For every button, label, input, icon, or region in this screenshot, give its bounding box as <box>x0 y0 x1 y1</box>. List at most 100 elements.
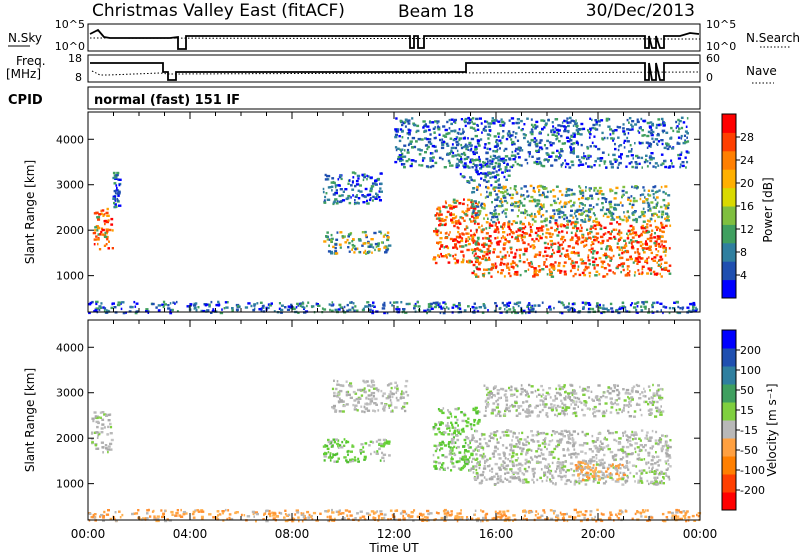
scatter-cell <box>597 197 600 201</box>
scatter-cell <box>649 236 653 240</box>
scatter-cell <box>362 242 366 245</box>
scatter-cell <box>684 139 687 142</box>
scatter-cell <box>657 226 660 230</box>
scatter-cell <box>624 306 627 309</box>
scatter-cell <box>580 143 583 147</box>
scatter-cell <box>686 132 689 135</box>
scatter-cell <box>445 245 448 248</box>
scatter-cell <box>651 257 654 261</box>
scatter-cell <box>454 407 458 411</box>
scatter-cell <box>463 119 466 122</box>
scatter-cell <box>641 129 644 132</box>
scatter-cell <box>508 301 512 304</box>
scatter-cell <box>661 434 664 437</box>
scatter-cell <box>519 234 524 237</box>
scatter-cell <box>349 450 353 453</box>
scatter-cell <box>330 239 333 242</box>
scatter-cell <box>572 142 576 145</box>
scatter-cell <box>644 226 647 229</box>
scatter-cell <box>532 125 535 128</box>
scatter-cell <box>377 177 380 181</box>
scatter-cell <box>621 204 624 207</box>
scatter-cell <box>513 273 516 276</box>
scatter-cell <box>481 434 483 437</box>
scatter-cell <box>462 164 465 167</box>
scatter-cell <box>604 396 608 399</box>
scatter-cell <box>557 457 560 461</box>
scatter-cell <box>621 218 625 222</box>
scatter-cell <box>677 305 680 309</box>
scatter-cell <box>466 204 469 207</box>
scatter-cell <box>550 263 553 266</box>
scatter-cell <box>570 403 572 406</box>
colorbar-tick-label: 12 <box>740 223 754 236</box>
scatter-cell <box>332 407 336 410</box>
scatter-cell <box>466 450 470 453</box>
scatter-cell <box>487 165 491 168</box>
scatter-cell <box>666 446 670 450</box>
scatter-cell <box>621 449 625 453</box>
scatter-cell <box>404 149 406 152</box>
scatter-cell <box>444 218 447 222</box>
scatter-cell <box>596 302 599 305</box>
scatter-cell <box>630 229 634 232</box>
scatter-cell <box>463 157 466 161</box>
scatter-cell <box>559 440 563 443</box>
scatter-cell <box>372 195 375 199</box>
scatter-cell <box>468 260 472 263</box>
scatter-cell <box>500 269 504 272</box>
scatter-cell <box>422 126 425 129</box>
scatter-cell <box>615 186 619 190</box>
scatter-cell <box>595 270 599 273</box>
scatter-cell <box>521 239 524 242</box>
scatter-cell <box>484 442 488 445</box>
scatter-cell <box>101 411 105 414</box>
scatter-cell <box>341 199 346 202</box>
scatter-cell <box>407 143 410 147</box>
scatter-cell <box>583 220 587 223</box>
scatter-cell <box>664 212 668 215</box>
scatter-cell <box>578 185 581 188</box>
scatter-cell <box>644 158 647 162</box>
scatter-cell <box>472 449 476 452</box>
scatter-cell <box>341 440 344 444</box>
scatter-cell <box>677 153 681 157</box>
scatter-cell <box>629 150 633 153</box>
scatter-cell <box>626 249 629 253</box>
scatter-cell <box>498 453 501 456</box>
scatter-cell <box>491 166 494 169</box>
scatter-cell <box>491 477 494 481</box>
scatter-cell <box>555 118 559 121</box>
scatter-cell <box>401 390 403 393</box>
scatter-cell <box>570 238 574 241</box>
scatter-cell <box>583 262 587 265</box>
scatter-cell <box>494 150 498 153</box>
scatter-cell <box>449 254 452 257</box>
scatter-cell <box>582 156 586 160</box>
scatter-cell <box>640 141 644 145</box>
scatter-cell <box>482 274 485 277</box>
scatter-cell <box>91 441 94 444</box>
scatter-cell <box>531 244 535 247</box>
scatter-cell <box>510 223 514 226</box>
scatter-cell <box>444 236 448 240</box>
scatter-cell <box>560 252 563 256</box>
scatter-cell <box>339 246 342 249</box>
scatter-cell <box>598 124 601 127</box>
scatter-cell <box>542 457 546 460</box>
scatter-cell <box>591 307 595 311</box>
scatter-cell <box>584 237 587 240</box>
scatter-cell <box>267 303 271 306</box>
scatter-cell <box>598 459 602 462</box>
scatter-cell <box>504 472 507 475</box>
scatter-cell <box>600 119 604 122</box>
scatter-cell <box>613 203 617 206</box>
scatter-cell <box>473 418 477 422</box>
scatter-cell <box>584 434 587 437</box>
scatter-cell <box>520 211 523 214</box>
scatter-cell <box>583 239 587 242</box>
scatter-cell <box>490 436 494 439</box>
scatter-cell <box>577 143 579 146</box>
scatter-cell <box>437 254 440 257</box>
scatter-cell <box>450 415 453 418</box>
